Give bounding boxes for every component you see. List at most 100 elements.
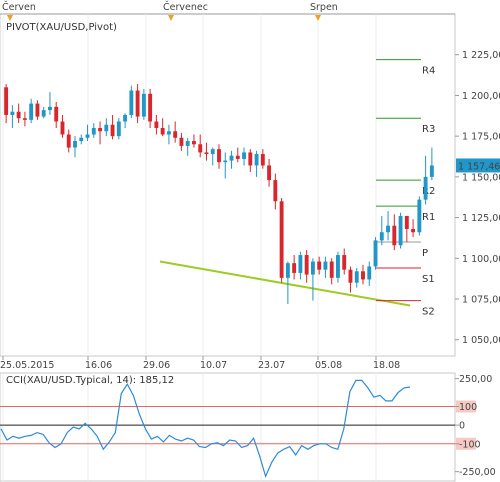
pivot-label-r3: R3	[422, 124, 435, 135]
candle-body	[411, 228, 416, 233]
candle-body	[254, 154, 259, 166]
main-plot-frame	[0, 13, 456, 357]
candle-body	[66, 134, 71, 148]
price-tick-label: 1 150,00	[462, 172, 500, 183]
candle-body	[148, 93, 153, 122]
candle-body	[229, 155, 234, 161]
candle-body	[354, 271, 359, 283]
candle-body	[16, 111, 21, 119]
candle-body	[217, 149, 221, 163]
candle-body	[260, 154, 265, 166]
month-label: Červen	[2, 1, 36, 13]
date-tick-label: 16.06	[85, 360, 112, 371]
pivot-label-s2: S2	[422, 307, 435, 318]
cci-level-badge	[456, 400, 476, 413]
month-label: Srpen	[310, 2, 338, 13]
candle-body	[166, 131, 171, 135]
price-tick-label: 1 200,00	[462, 91, 500, 102]
cci-tick-label: 0	[459, 421, 465, 432]
candle-body	[192, 141, 196, 145]
candle-body	[329, 261, 334, 278]
month-axis: Červen Červenec Srpen	[2, 1, 338, 21]
candle-body	[54, 106, 59, 122]
candle-body	[248, 152, 253, 166]
candle-body	[323, 261, 328, 270]
candle-body	[223, 160, 228, 163]
candle-body	[198, 144, 203, 153]
candle-body	[267, 165, 272, 181]
candle-body	[79, 137, 84, 142]
candle-body	[129, 90, 134, 115]
grid-layer	[2, 14, 377, 356]
candle-body	[386, 225, 390, 233]
cci-tick-label: -250,00	[459, 467, 496, 478]
candle-body	[10, 111, 15, 115]
candle-body	[367, 266, 372, 280]
month-marker-icon	[168, 15, 174, 21]
candle-body	[242, 152, 246, 159]
candle-body	[141, 93, 146, 117]
date-tick-label: 18.08	[373, 360, 400, 371]
chart-title: PIVOT(XAU/USD,Pivot)	[6, 22, 117, 33]
pivot-levels: R4 R3 R2 R1 P S1 S2	[376, 59, 435, 318]
pivot-label-r2: R2	[422, 186, 435, 197]
candle-body	[310, 261, 315, 275]
candle-body	[41, 110, 46, 117]
candle-body	[98, 128, 102, 132]
cci-title: CCI(XAU/USD.Typical, 14): 185,12	[6, 375, 174, 386]
date-tick-label: 29.06	[143, 360, 170, 371]
pivot-label-p: P	[422, 248, 428, 259]
candle-body	[423, 176, 428, 200]
candle-body	[160, 128, 165, 135]
price-tick-label: 1 075,00	[462, 295, 500, 306]
date-tick-label: 23.07	[258, 360, 285, 371]
month-label: Červenec	[163, 1, 208, 13]
date-axis: 25.05.2015 16.06 29.06 10.07 23.07 05.08 18.08	[0, 356, 400, 371]
candle-body	[73, 141, 77, 148]
candle-body	[292, 263, 297, 273]
candle-body	[317, 261, 322, 270]
month-marker-icon	[315, 15, 321, 21]
candle-body	[392, 225, 397, 246]
candle-body	[4, 87, 9, 115]
candle-body	[273, 180, 278, 202]
date-tick-label: 05.08	[315, 360, 342, 371]
pivot-label-s1: S1	[422, 274, 435, 285]
candle-body	[60, 121, 65, 135]
cci-tick-label: 100	[459, 402, 477, 413]
candle-body	[348, 269, 353, 283]
candle-body	[210, 149, 215, 155]
candle-body	[429, 165, 434, 177]
candle-body	[298, 255, 303, 273]
trendline	[159, 260, 411, 307]
candle-body	[379, 232, 384, 241]
candle-body	[116, 121, 121, 137]
cci-tick-label: -100	[459, 439, 481, 450]
candle-body	[285, 263, 290, 278]
candle-body	[342, 255, 347, 270]
candle-body	[279, 201, 284, 278]
price-tick-label: 1 125,00	[462, 213, 500, 224]
date-tick-label: 10.07	[200, 360, 227, 371]
trendline-layer	[159, 260, 411, 307]
candle-body	[35, 103, 40, 117]
cci-level-badge	[456, 437, 476, 450]
candle-body	[29, 103, 34, 120]
pivot-label-r1: R1	[422, 212, 435, 223]
candle-body	[398, 215, 403, 246]
pivot-label-r4: R4	[422, 66, 435, 77]
last-price-badge	[456, 158, 500, 173]
last-price-label: 1 157,46	[458, 161, 500, 172]
candle-body	[104, 124, 109, 132]
price-tick-label: 1 225,00	[462, 50, 500, 61]
candle-body	[304, 255, 309, 275]
price-axis: 1 225,00 1 200,00 1 175,00 1 150,00 1 125,00…	[455, 50, 500, 346]
price-tick-label: 1 050,00	[462, 335, 500, 346]
candles	[4, 84, 434, 304]
candle-body	[373, 240, 378, 267]
cci-series-line	[0, 379, 411, 479]
cci-plot-frame	[0, 372, 456, 482]
candle-body	[48, 106, 52, 111]
date-tick-label: 25.05.2015	[0, 360, 54, 371]
